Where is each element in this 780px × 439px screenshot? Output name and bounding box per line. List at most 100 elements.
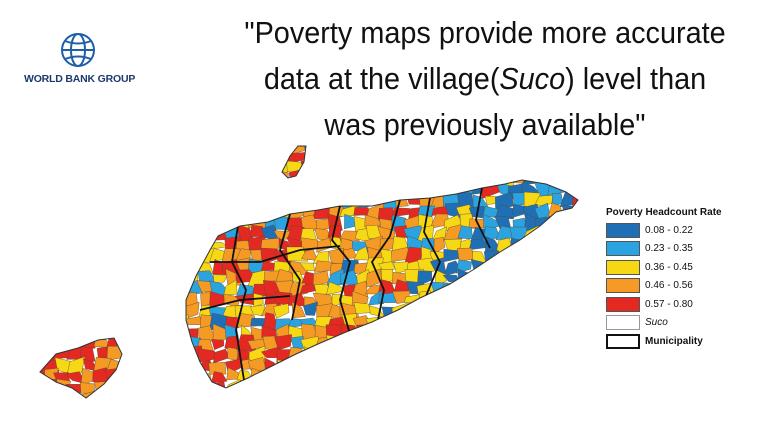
map-region bbox=[79, 281, 96, 298]
map-region bbox=[78, 180, 98, 196]
map-region bbox=[158, 294, 177, 309]
map-region bbox=[157, 358, 177, 376]
map-region bbox=[509, 348, 528, 364]
map-region bbox=[134, 302, 152, 317]
map-region bbox=[197, 225, 216, 244]
map-region bbox=[563, 395, 577, 398]
map-region bbox=[120, 328, 139, 338]
map-region bbox=[186, 247, 204, 266]
map-region bbox=[457, 392, 478, 398]
map-region bbox=[403, 371, 423, 382]
map-region bbox=[211, 339, 225, 351]
map-region bbox=[234, 148, 253, 164]
map-region bbox=[93, 193, 114, 208]
map-region bbox=[276, 192, 291, 209]
map-region bbox=[431, 326, 450, 342]
map-region bbox=[339, 230, 360, 242]
map-region bbox=[71, 315, 87, 328]
map-region bbox=[170, 334, 190, 351]
map-region bbox=[405, 172, 424, 188]
map-region bbox=[93, 216, 110, 232]
map-region bbox=[184, 371, 198, 387]
legend-items: 0.08 - 0.22 0.23 - 0.35 0.36 - 0.45 0.46 - … bbox=[606, 221, 722, 351]
map-region bbox=[157, 246, 176, 264]
map-region bbox=[523, 284, 539, 299]
map-region bbox=[40, 335, 59, 351]
map-region bbox=[587, 291, 600, 309]
map-region bbox=[122, 379, 139, 397]
map-region bbox=[338, 335, 360, 351]
map-region bbox=[52, 268, 74, 286]
map-region bbox=[559, 239, 578, 253]
map-region bbox=[41, 317, 62, 331]
map-region bbox=[276, 146, 296, 154]
map-region bbox=[40, 161, 47, 178]
map-region bbox=[432, 357, 452, 374]
map-region bbox=[195, 382, 215, 397]
map-region bbox=[69, 284, 86, 297]
map-region bbox=[455, 350, 476, 364]
map-region bbox=[508, 328, 529, 341]
map-region bbox=[409, 323, 425, 340]
map-region bbox=[40, 172, 61, 189]
map-region bbox=[484, 350, 502, 365]
map-region bbox=[171, 273, 189, 288]
map-region bbox=[536, 269, 554, 284]
map-region bbox=[43, 283, 57, 297]
map-region bbox=[56, 228, 72, 244]
map-region bbox=[169, 235, 192, 249]
map-region bbox=[590, 160, 600, 175]
map-region bbox=[69, 237, 88, 254]
map-region bbox=[68, 323, 88, 340]
map-region bbox=[122, 207, 140, 218]
map-region bbox=[432, 380, 451, 395]
map-region bbox=[237, 192, 255, 210]
map-region bbox=[146, 360, 162, 374]
map-region bbox=[469, 303, 491, 319]
map-region bbox=[223, 389, 243, 398]
map-region bbox=[444, 381, 462, 396]
legend-label: Municipality bbox=[645, 335, 703, 347]
map-region bbox=[40, 193, 45, 210]
map-region bbox=[353, 302, 372, 314]
map-region bbox=[455, 293, 477, 309]
map-region bbox=[339, 173, 360, 187]
map-region bbox=[143, 240, 163, 250]
legend-swatch bbox=[606, 315, 640, 331]
map-region bbox=[120, 169, 138, 186]
map-region bbox=[78, 258, 101, 273]
map-region bbox=[459, 334, 476, 354]
map-region bbox=[587, 338, 600, 350]
map-region bbox=[546, 389, 566, 398]
legend-label: 0.36 - 0.45 bbox=[645, 261, 693, 273]
map-region bbox=[250, 204, 269, 219]
map-region bbox=[390, 146, 412, 151]
map-region bbox=[417, 149, 436, 162]
map-region bbox=[354, 392, 369, 398]
map-region bbox=[587, 381, 600, 395]
map-region bbox=[377, 146, 395, 153]
map-region bbox=[339, 149, 358, 163]
map-region bbox=[53, 249, 71, 266]
map-region bbox=[261, 183, 280, 198]
map-region bbox=[573, 394, 578, 398]
map-region bbox=[483, 146, 499, 153]
map-region bbox=[91, 323, 113, 340]
map-region bbox=[187, 183, 204, 199]
map-region bbox=[442, 368, 462, 386]
map-region bbox=[146, 172, 160, 186]
map-region bbox=[535, 346, 553, 365]
map-region bbox=[312, 169, 334, 186]
map-region bbox=[313, 389, 331, 398]
map-outline bbox=[39, 145, 579, 399]
map-region bbox=[507, 371, 528, 386]
map-region bbox=[169, 379, 192, 391]
map-region bbox=[418, 347, 433, 363]
map-region bbox=[183, 357, 201, 373]
map-region bbox=[444, 356, 462, 374]
map-region bbox=[300, 357, 317, 370]
map-region bbox=[499, 280, 512, 297]
legend-item: Municipality bbox=[606, 332, 722, 351]
map-region bbox=[184, 393, 202, 398]
map-region bbox=[486, 270, 499, 287]
